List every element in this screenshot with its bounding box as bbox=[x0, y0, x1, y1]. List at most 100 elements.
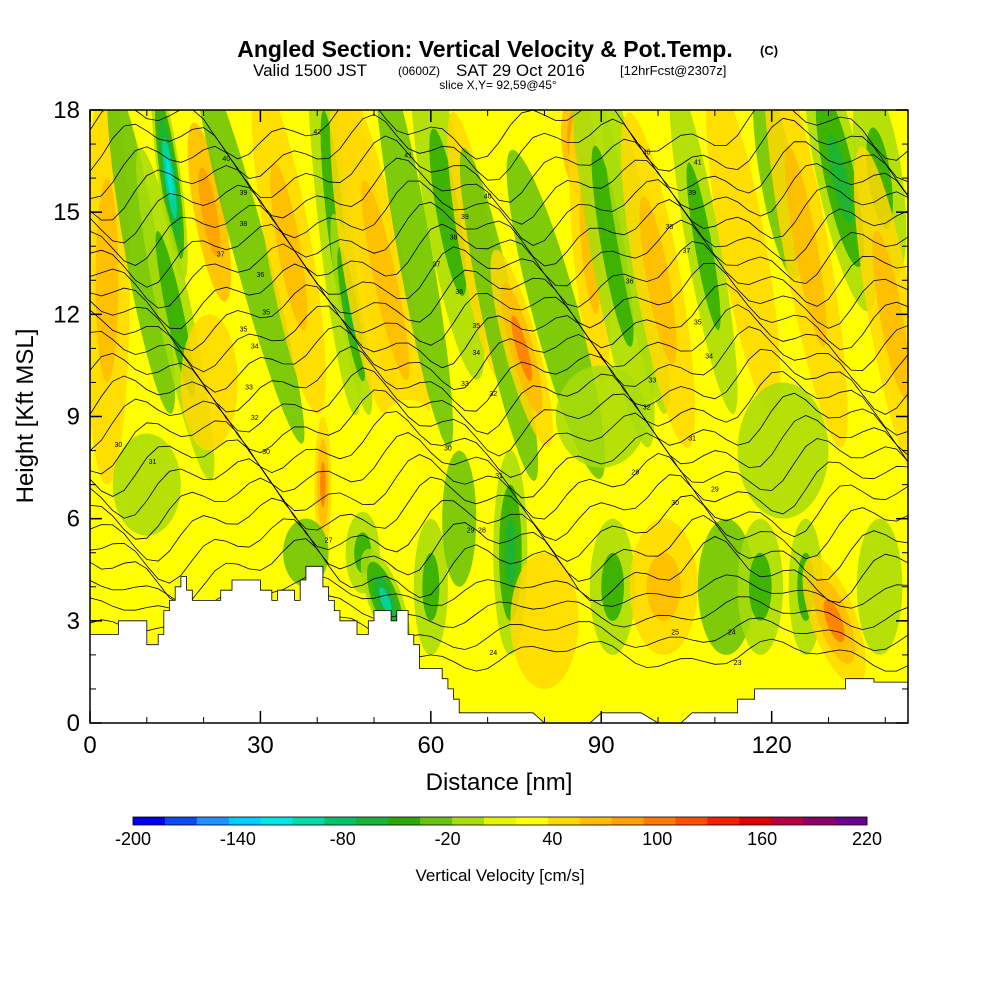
colorbar-title: Vertical Velocity [cm/s] bbox=[415, 866, 584, 885]
colorbar-segment bbox=[420, 817, 453, 825]
theta-label-4: 32 bbox=[251, 415, 259, 422]
velocity-cell-11 bbox=[337, 110, 434, 481]
theta-label-5: 33 bbox=[245, 384, 253, 391]
slice-info: slice X,Y= 92,59@45° bbox=[439, 78, 557, 92]
velocity-cell-43 bbox=[737, 518, 784, 655]
y-tick-label: 9 bbox=[67, 404, 80, 431]
theta-label-21: 35 bbox=[472, 323, 480, 330]
theta-contour-20 bbox=[90, 199, 908, 267]
velocity-cell-36 bbox=[413, 518, 448, 655]
theta-contour-22 bbox=[90, 157, 908, 225]
theta-label-15: 41 bbox=[404, 153, 412, 160]
velocity-cell-2 bbox=[151, 110, 188, 280]
velocity-cell-46 bbox=[856, 518, 903, 655]
y-tick-label: 0 bbox=[67, 710, 80, 737]
theta-contour-25 bbox=[90, 110, 908, 161]
theta-label-39: 32 bbox=[643, 405, 651, 412]
theta-label-2: 30 bbox=[262, 449, 270, 456]
y-tick-label: 18 bbox=[53, 97, 80, 124]
velocity-cell-31 bbox=[314, 416, 332, 553]
velocity-cell-30 bbox=[112, 433, 181, 536]
theta-contour-13 bbox=[90, 345, 908, 415]
theta-label-22: 34 bbox=[472, 350, 480, 357]
theta-label-34: 37 bbox=[683, 248, 691, 255]
theta-contour-7 bbox=[90, 474, 908, 542]
theta-label-23: 33 bbox=[461, 381, 469, 388]
theta-contour-15 bbox=[90, 304, 908, 373]
colorbar-segment bbox=[835, 817, 868, 825]
velocity-cell-23 bbox=[669, 110, 738, 414]
y-tick-label: 6 bbox=[67, 506, 80, 533]
theta-label-31: 41 bbox=[694, 159, 702, 166]
theta-contour-19 bbox=[90, 219, 908, 288]
theta-label-12: 39 bbox=[239, 190, 247, 197]
theta-contour-21 bbox=[90, 179, 908, 246]
theta-contour-11 bbox=[90, 389, 908, 457]
theta-label-25: 30 bbox=[444, 446, 452, 453]
colorbar-segment bbox=[611, 817, 645, 825]
potential-temperature-contours bbox=[90, 110, 908, 672]
velocity-cell-16 bbox=[490, 249, 553, 448]
theta-contour-6 bbox=[90, 494, 908, 562]
velocity-cell-12 bbox=[374, 110, 454, 448]
theta-label-28: 29 bbox=[467, 527, 475, 534]
theta-label-26: 31 bbox=[495, 473, 503, 480]
theta-label-10: 35 bbox=[239, 326, 247, 333]
x-tick-label: 30 bbox=[247, 732, 274, 759]
theta-contour-12 bbox=[90, 367, 908, 436]
colorbar-tick-label: 40 bbox=[542, 829, 562, 849]
theta-label-16: 40 bbox=[484, 194, 492, 201]
colorbar-segment bbox=[547, 817, 581, 825]
colorbar-tick-label: -80 bbox=[330, 829, 356, 849]
colorbar-tick-label: 100 bbox=[642, 829, 672, 849]
colorbar-segment bbox=[388, 817, 421, 825]
theta-label-43: 29 bbox=[711, 486, 719, 493]
colorbar-segment bbox=[452, 817, 485, 825]
velocity-cell-1 bbox=[107, 110, 176, 414]
theta-label-6: 34 bbox=[251, 343, 259, 350]
theta-contour-8 bbox=[90, 452, 908, 520]
velocity-cell-41 bbox=[629, 518, 698, 655]
velocity-cell-40 bbox=[589, 518, 636, 655]
velocity-cell-39 bbox=[510, 552, 579, 689]
y-tick-label: 15 bbox=[53, 199, 80, 226]
theta-label-0: 30 bbox=[115, 442, 123, 449]
colorbar-segment bbox=[771, 817, 804, 825]
colorbar: -200 -140 -80 -20 40 100 160 220 bbox=[115, 816, 882, 849]
theta-label-3: 27 bbox=[325, 538, 333, 545]
velocity-cell-24 bbox=[706, 110, 781, 414]
colorbar-segment bbox=[675, 817, 708, 825]
theta-label-17: 39 bbox=[461, 214, 469, 221]
colorbar-segment bbox=[515, 817, 549, 825]
terrain bbox=[90, 565, 908, 723]
colorbar-segment bbox=[133, 817, 166, 825]
theta-label-44: 25 bbox=[671, 629, 679, 636]
theta-label-11: 38 bbox=[239, 221, 247, 228]
theta-contour-10 bbox=[90, 411, 908, 478]
colorbar-segment bbox=[707, 817, 740, 825]
y-tick-label: 12 bbox=[53, 301, 80, 328]
velocity-cell-42 bbox=[697, 518, 755, 655]
colorbar-segment bbox=[228, 817, 262, 825]
velocity-cell-6 bbox=[193, 110, 305, 444]
velocity-cell-13 bbox=[410, 110, 485, 380]
velocity-cell-29 bbox=[853, 146, 908, 483]
theta-contour-16 bbox=[90, 283, 908, 352]
valid-time-date: SAT 29 Oct 2016 bbox=[456, 61, 585, 80]
colorbar-segment bbox=[164, 817, 198, 825]
theta-contour-17 bbox=[90, 262, 908, 330]
theta-label-30: 40 bbox=[643, 149, 651, 156]
colorbar-segment bbox=[196, 817, 230, 825]
theta-label-42: 30 bbox=[671, 500, 679, 507]
x-tick-label: 0 bbox=[83, 732, 96, 759]
velocity-cell-27 bbox=[803, 110, 876, 312]
theta-label-7: 35 bbox=[262, 309, 270, 316]
valid-time-utc: (0600Z) bbox=[398, 64, 440, 78]
theta-label-20: 36 bbox=[455, 289, 463, 296]
colorbar-segment bbox=[643, 817, 677, 825]
theta-contour-5 bbox=[90, 514, 908, 584]
colorbar-segment bbox=[260, 817, 294, 825]
x-tick-label: 90 bbox=[588, 732, 615, 759]
